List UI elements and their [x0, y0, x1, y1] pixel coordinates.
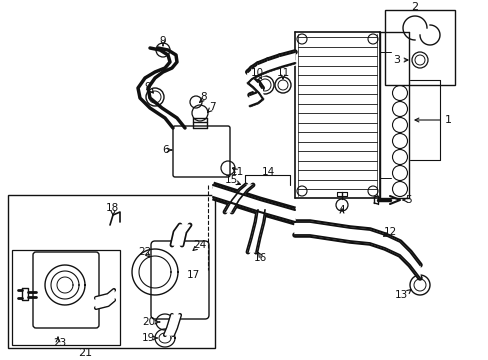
- Text: 19: 19: [142, 333, 155, 343]
- Text: 3: 3: [392, 55, 399, 65]
- Polygon shape: [251, 76, 259, 93]
- Bar: [12, 250, 120, 345]
- Polygon shape: [251, 64, 259, 79]
- Text: 4: 4: [338, 205, 345, 215]
- Text: 5: 5: [404, 195, 410, 205]
- Text: 18: 18: [105, 203, 119, 213]
- Text: 6: 6: [163, 145, 169, 155]
- Text: 24: 24: [193, 240, 206, 250]
- Text: 10: 10: [250, 68, 263, 78]
- Polygon shape: [280, 52, 294, 67]
- Polygon shape: [258, 82, 263, 99]
- Text: 7: 7: [208, 102, 215, 112]
- Text: 2: 2: [410, 2, 418, 12]
- Polygon shape: [247, 210, 264, 252]
- Text: 13: 13: [394, 290, 407, 300]
- Polygon shape: [96, 290, 114, 308]
- Text: 22: 22: [138, 247, 151, 257]
- Polygon shape: [172, 225, 190, 245]
- Polygon shape: [213, 185, 294, 222]
- Polygon shape: [294, 222, 419, 278]
- Polygon shape: [267, 56, 281, 71]
- Text: 14: 14: [261, 167, 274, 177]
- Text: 12: 12: [383, 227, 396, 237]
- Text: 15: 15: [224, 175, 238, 185]
- Text: 1: 1: [444, 115, 450, 125]
- Text: 8: 8: [200, 92, 207, 102]
- Polygon shape: [164, 315, 180, 335]
- FancyBboxPatch shape: [173, 126, 229, 177]
- Text: 20: 20: [142, 317, 155, 327]
- Text: 9: 9: [144, 82, 151, 92]
- Polygon shape: [224, 185, 252, 212]
- Bar: [8, 195, 215, 348]
- Bar: [384, 10, 454, 85]
- Polygon shape: [258, 60, 268, 75]
- Text: 9: 9: [160, 36, 166, 46]
- Text: 17: 17: [186, 270, 200, 280]
- FancyBboxPatch shape: [151, 241, 208, 319]
- Polygon shape: [258, 88, 263, 103]
- Text: 11: 11: [276, 68, 289, 78]
- Polygon shape: [247, 72, 252, 87]
- FancyBboxPatch shape: [33, 252, 99, 328]
- Polygon shape: [249, 92, 258, 106]
- Text: 16: 16: [253, 253, 266, 263]
- Polygon shape: [247, 68, 251, 83]
- Text: 11: 11: [230, 167, 243, 177]
- Text: 23: 23: [53, 338, 66, 348]
- Text: 21: 21: [78, 348, 92, 358]
